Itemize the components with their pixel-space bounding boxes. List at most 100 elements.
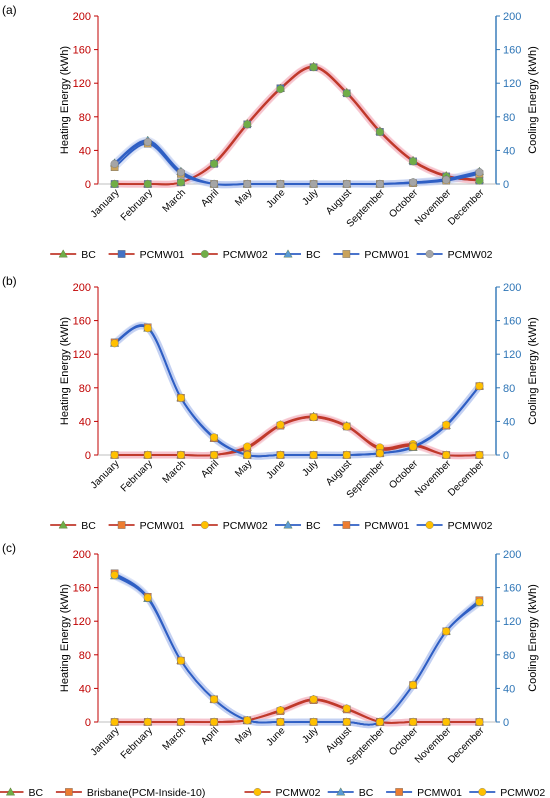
data-point [276,179,285,188]
data-point [309,413,318,422]
legend-marker [395,788,403,796]
data-point [442,420,451,429]
left-tick-label: 120 [73,78,91,90]
x-tick-label: January [89,187,122,220]
y-axis-title-left: Heating Energy (kWh) [59,317,71,425]
x-tick-label: April [199,187,221,209]
legend-label: PCMW02 [223,520,268,532]
legend-item: PCMW02 [244,787,321,798]
data-point [176,718,185,727]
x-tick-label: January [89,458,122,491]
data-point [342,179,351,188]
x-tick-label: January [89,725,122,758]
legend-item: BC [275,249,321,261]
right-tick-label: 200 [503,282,521,294]
data-point [442,627,451,636]
x-tick-label: May [233,458,254,479]
right-tick-label: 120 [503,616,521,628]
left-tick-label: 120 [73,349,91,361]
legend-item: BC [275,520,321,532]
legend-item: PCMW01 [386,787,462,798]
right-tick-label: 160 [503,583,521,595]
data-point [210,451,219,460]
data-point [210,718,219,727]
data-point [409,442,418,451]
legend-marker [117,521,126,529]
data-point [110,339,119,348]
panel-label: (c) [2,541,16,555]
y-axis-title-right: Cooling Energy (kWh) [527,46,539,154]
legend-marker [117,250,126,258]
data-point [309,451,318,460]
x-tick-label: February [119,187,155,223]
data-point [210,695,219,704]
right-tick-label: 200 [503,549,521,561]
legend-item: PCMW02 [469,787,545,798]
legend-item: PCMW02 [416,249,493,261]
legend-label: BC [29,787,44,798]
left-tick-label: 40 [79,683,91,695]
series-glow [111,322,483,460]
data-point [342,704,351,713]
x-tick-label: August [324,458,354,488]
data-point [143,137,152,146]
legend-label: Brisbane(PCM-Inside-10) [87,787,205,798]
legend-item: PCMW02 [191,249,268,261]
data-point [210,179,219,188]
data-point [442,175,451,184]
data-point [143,593,152,602]
data-point [243,442,252,451]
chart-panel: (a) 0 0 40 40 80 80 120 120 160 160 200 200 Heating E… [2,3,539,261]
legend-item: PCMW01 [333,520,409,532]
left-tick-label: 200 [73,282,91,294]
legend-marker [5,787,16,796]
data-point [276,420,285,429]
data-point [210,159,219,168]
right-tick-label: 0 [503,179,509,191]
data-point [309,718,318,727]
data-point [442,451,451,460]
x-tick-label: December [446,187,487,228]
x-tick-label: October [387,725,420,758]
x-tick-label: May [233,187,254,208]
right-tick-label: 120 [503,349,521,361]
legend-marker [425,249,434,258]
legend-marker [283,249,293,258]
left-tick-label: 40 [79,145,91,157]
y-axis-title-right: Cooling Energy (kWh) [527,317,539,425]
data-point [409,178,418,187]
x-tick-label: March [161,187,188,214]
panel-label: (a) [2,3,17,17]
series-glow [111,321,483,460]
panel-label: (b) [2,274,17,288]
data-point [475,597,484,606]
x-tick-label: July [300,725,320,745]
legend-marker [478,788,487,797]
data-point [276,85,285,94]
right-tick-label: 200 [503,11,521,23]
left-tick-label: 0 [85,717,91,729]
legend-item: PCMW01 [333,249,409,261]
left-tick-label: 0 [85,450,91,462]
legend-item: PCMW01 [108,249,185,261]
legend-marker [425,521,434,530]
data-point [375,127,384,136]
x-tick-label: June [264,187,287,210]
data-point [475,176,484,185]
x-tick-label: August [324,187,354,217]
series-line [114,324,481,458]
legend-label: BC [81,520,96,532]
right-tick-label: 80 [503,650,515,662]
data-point [375,449,384,458]
legend-item: BC [50,249,96,261]
data-point [176,451,185,460]
right-tick-label: 160 [503,45,521,57]
data-point [110,718,119,727]
data-point [176,656,185,665]
right-tick-label: 40 [503,416,515,428]
x-tick-label: July [300,187,320,207]
legend-label: BC [81,249,96,261]
data-point [309,63,318,72]
legend-marker [336,787,346,796]
